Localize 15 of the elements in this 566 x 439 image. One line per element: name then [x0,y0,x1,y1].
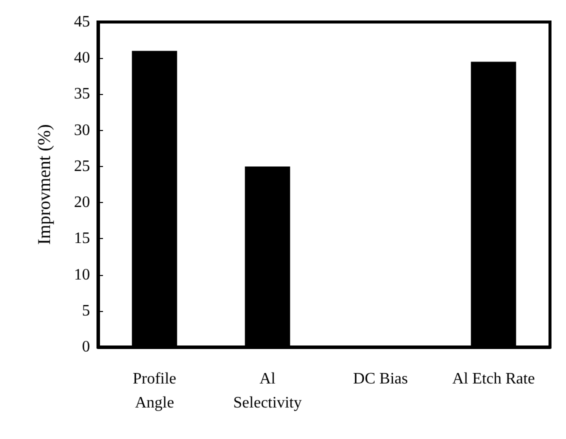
x-tick-label: DC Bias [353,370,408,388]
y-tick-label: 35 [74,86,90,103]
y-tick-label: 15 [74,230,90,248]
y-tick-label: 25 [74,158,90,175]
y-tick-label: 0 [82,338,90,356]
y-tick-label: 40 [74,50,90,67]
x-tick-label: Al Selectivity [233,370,302,412]
x-tick-label: Al Etch Rate [452,370,535,388]
y-tick-label: 10 [74,266,90,284]
y-tick-label: 20 [74,194,90,212]
y-axis-title: Improvment (%) [34,124,54,245]
y-tick-label: 30 [74,122,90,139]
x-tick-label: Profile Angle [132,370,176,412]
y-tick-label: 5 [82,302,90,320]
y-tick-label: 45 [74,14,90,30]
